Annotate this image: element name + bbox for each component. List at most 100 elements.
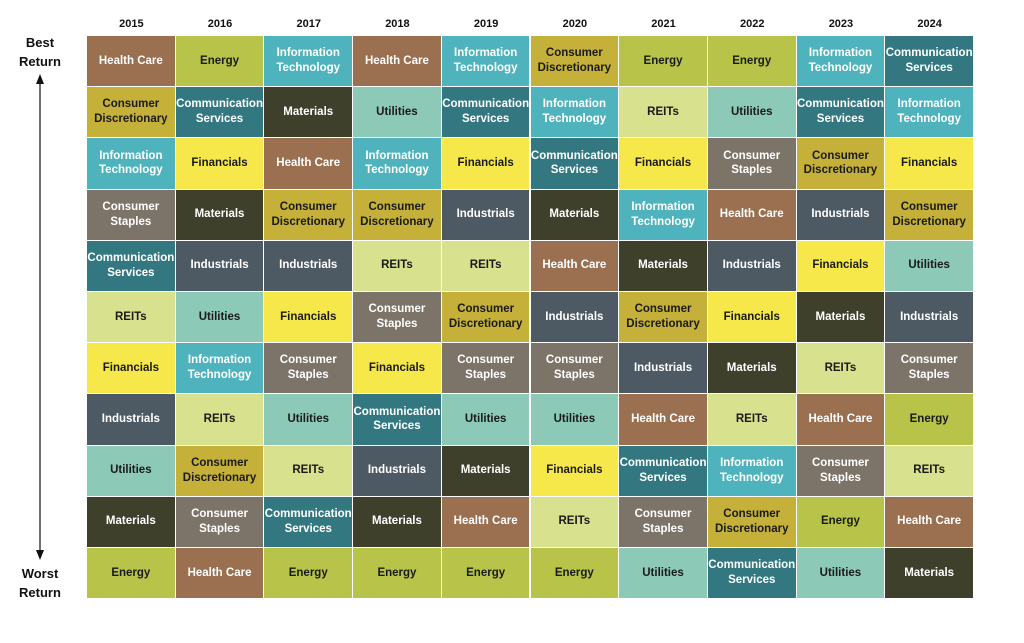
- sector-cell: Communication Services: [885, 36, 974, 88]
- sector-cell: Industrials: [530, 292, 620, 344]
- sector-cell: Communication Services: [175, 87, 265, 139]
- sector-cell: Health Care: [175, 548, 265, 600]
- sector-cell: Utilities: [87, 445, 176, 497]
- sector-cell: Communication Services: [441, 87, 531, 139]
- sector-cell: Consumer Discretionary: [264, 189, 354, 241]
- sector-cell: Materials: [87, 496, 176, 548]
- sector-cell: Industrials: [87, 394, 176, 446]
- sector-cell: Communication Services: [796, 87, 886, 139]
- sector-cell: Health Care: [796, 394, 886, 446]
- sector-cell: Consumer Staples: [885, 343, 974, 395]
- sector-cell: Information Technology: [707, 445, 797, 497]
- sector-cell: Communication Services: [353, 394, 442, 446]
- sector-cell: Materials: [175, 189, 265, 241]
- sector-cell: Materials: [885, 548, 974, 600]
- sector-cell: Communication Services: [619, 445, 708, 497]
- down-arrow-icon: [36, 550, 44, 560]
- best-return-label: Best Return: [19, 35, 61, 69]
- sector-cell: Financials: [619, 138, 708, 190]
- year-header: 2022: [739, 18, 765, 30]
- sector-cell: Consumer Staples: [175, 496, 265, 548]
- sector-cell: REITs: [885, 445, 974, 497]
- return-axis-arrow: [36, 74, 44, 560]
- year-header: 2021: [651, 18, 676, 30]
- sector-cell: Health Care: [353, 36, 442, 88]
- sector-cell: REITs: [175, 394, 265, 446]
- sector-cell: Financials: [175, 138, 265, 190]
- sector-cell: Financials: [885, 138, 974, 190]
- sector-cell: Energy: [707, 36, 797, 88]
- sector-cell: Industrials: [885, 292, 974, 344]
- sector-cell: Information Technology: [441, 36, 531, 88]
- sector-cell: Communication Services: [530, 138, 620, 190]
- sector-cell: Utilities: [264, 394, 354, 446]
- sector-cell: Utilities: [441, 394, 531, 446]
- sector-cell: Communication Services: [264, 496, 354, 548]
- sector-cell: Financials: [707, 292, 797, 344]
- sector-cell: REITs: [796, 343, 886, 395]
- sector-cell: Industrials: [264, 240, 354, 292]
- sector-cell: Financials: [353, 343, 442, 395]
- sector-cell: Utilities: [530, 394, 620, 446]
- sector-cell: REITs: [87, 292, 176, 344]
- sector-cell: Information Technology: [175, 343, 265, 395]
- worst-return-label: Worst Return: [19, 566, 61, 600]
- sector-cell: Health Care: [707, 189, 797, 241]
- sector-cell: REITs: [530, 496, 620, 548]
- sector-cell: Consumer Staples: [441, 343, 531, 395]
- sector-cell: Utilities: [796, 548, 886, 600]
- sector-cell: Health Care: [619, 394, 708, 446]
- sector-cell: Materials: [796, 292, 886, 344]
- sector-cell: Consumer Staples: [707, 138, 797, 190]
- sector-cell: Materials: [619, 240, 708, 292]
- sector-cell: Information Technology: [264, 36, 354, 88]
- year-header: 2018: [385, 18, 410, 30]
- year-header: 2023: [828, 18, 854, 30]
- sector-cell: Financials: [87, 343, 176, 395]
- sector-cell: Consumer Discretionary: [87, 87, 176, 139]
- sector-cell: Energy: [264, 548, 354, 600]
- sector-cell: Consumer Discretionary: [353, 189, 442, 241]
- sector-cell: Consumer Discretionary: [619, 292, 708, 344]
- sector-cell: Materials: [530, 189, 620, 241]
- sector-cell: Energy: [87, 548, 176, 600]
- year-header: 2017: [296, 18, 321, 30]
- sector-cell: Consumer Staples: [530, 343, 620, 395]
- sector-cell: Industrials: [441, 189, 531, 241]
- sector-cell: Health Care: [264, 138, 354, 190]
- sector-cell: Industrials: [619, 343, 708, 395]
- sector-cell: Health Care: [885, 496, 974, 548]
- sector-cell: Energy: [353, 548, 442, 600]
- year-header: 2016: [207, 18, 233, 30]
- sector-cell: Energy: [530, 548, 620, 600]
- sector-cell: REITs: [353, 240, 442, 292]
- sector-cell: Consumer Staples: [796, 445, 886, 497]
- sector-cell: Materials: [264, 87, 354, 139]
- sector-cell: Consumer Discretionary: [885, 189, 974, 241]
- sector-cell: Information Technology: [619, 189, 708, 241]
- sector-cell: Industrials: [353, 445, 442, 497]
- year-header: 2019: [473, 18, 499, 30]
- sector-cell: REITs: [707, 394, 797, 446]
- sector-cell: Utilities: [619, 548, 708, 600]
- sector-cell: REITs: [264, 445, 354, 497]
- sector-cell: Materials: [441, 445, 531, 497]
- sector-cell: Industrials: [707, 240, 797, 292]
- sector-cell: Consumer Discretionary: [796, 138, 886, 190]
- sector-cell: Consumer Discretionary: [707, 496, 797, 548]
- sector-cell: Financials: [264, 292, 354, 344]
- sector-cell: Consumer Discretionary: [175, 445, 265, 497]
- sector-cell: Health Care: [87, 36, 176, 88]
- sector-cell: Communication Services: [707, 548, 797, 600]
- sector-cell: Information Technology: [87, 138, 176, 190]
- sector-cell: Information Technology: [885, 87, 974, 139]
- up-arrow-icon: [36, 74, 44, 84]
- sector-cell: Consumer Staples: [264, 343, 354, 395]
- sector-cell: REITs: [441, 240, 531, 292]
- sector-cell: Communication Services: [87, 240, 176, 292]
- sector-cell: Utilities: [175, 292, 265, 344]
- sector-cell: Energy: [441, 548, 531, 600]
- sector-cell: Industrials: [796, 189, 886, 241]
- sector-cell: Health Care: [530, 240, 620, 292]
